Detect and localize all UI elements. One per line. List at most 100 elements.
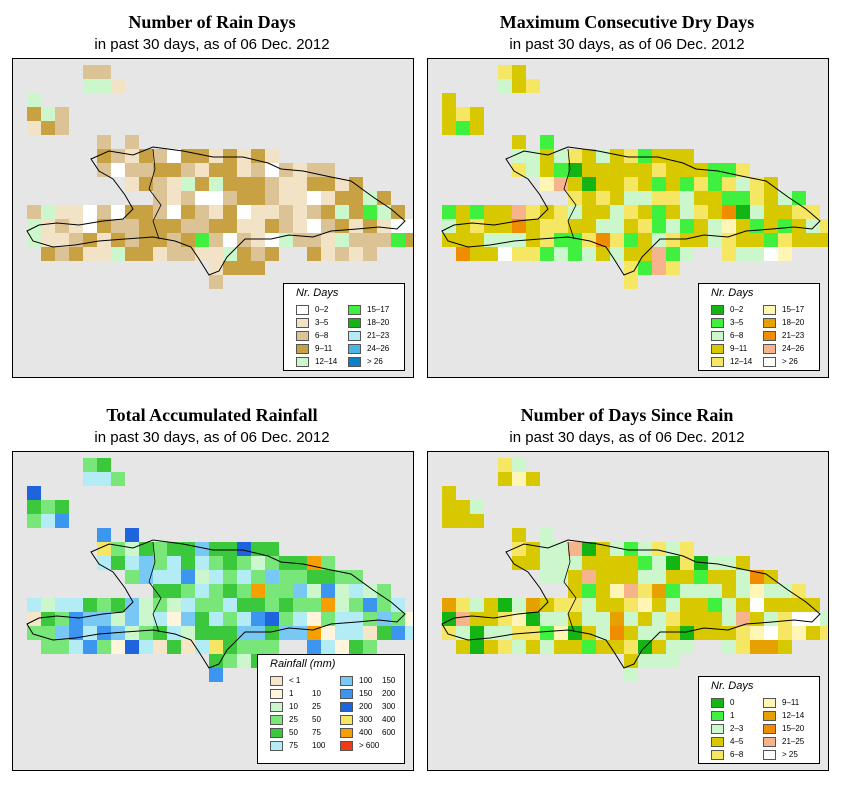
grid-cell bbox=[265, 247, 279, 261]
grid-cell bbox=[498, 458, 512, 472]
grid-cell bbox=[680, 640, 694, 654]
grid-cell bbox=[209, 275, 223, 289]
grid-cell bbox=[195, 247, 209, 261]
grid-cell bbox=[167, 556, 181, 570]
grid-cell bbox=[167, 177, 181, 191]
legend-label: 2–3 bbox=[730, 724, 744, 733]
legend-swatch bbox=[296, 331, 309, 341]
grid-cell bbox=[470, 219, 484, 233]
grid-cell bbox=[526, 472, 540, 486]
grid-cell bbox=[680, 542, 694, 556]
legend-swatch bbox=[348, 357, 361, 367]
grid-cell bbox=[405, 626, 413, 640]
grid-cell bbox=[97, 528, 111, 542]
grid-cell bbox=[55, 612, 69, 626]
grid-cell bbox=[363, 626, 377, 640]
grid-cell bbox=[279, 219, 293, 233]
grid-cell bbox=[554, 247, 568, 261]
grid-cell bbox=[125, 149, 139, 163]
border-line bbox=[563, 541, 577, 633]
grid-cell bbox=[512, 528, 526, 542]
grid-cell bbox=[512, 219, 526, 233]
grid-cell bbox=[69, 233, 83, 247]
grid-cell bbox=[568, 640, 582, 654]
coastline bbox=[441, 539, 821, 669]
grid-cell bbox=[209, 163, 223, 177]
grid-cell bbox=[363, 612, 377, 626]
grid-cell bbox=[526, 219, 540, 233]
grid-cell bbox=[610, 233, 624, 247]
grid-cell bbox=[125, 163, 139, 177]
grid-cell bbox=[349, 205, 363, 219]
grid-cell bbox=[512, 612, 526, 626]
grid-cell bbox=[610, 570, 624, 584]
grid-cell bbox=[540, 542, 554, 556]
grid-cell bbox=[750, 598, 764, 612]
grid-cell bbox=[167, 612, 181, 626]
grid-cell bbox=[167, 542, 181, 556]
grid-cell bbox=[125, 598, 139, 612]
grid-cell bbox=[540, 626, 554, 640]
grid-cell bbox=[153, 247, 167, 261]
grid-cell bbox=[792, 205, 806, 219]
grid-cell bbox=[237, 247, 251, 261]
grid-cell bbox=[321, 233, 335, 247]
legend-swatch bbox=[711, 724, 724, 734]
grid-cell bbox=[195, 205, 209, 219]
grid-cell bbox=[237, 640, 251, 654]
grid-cell bbox=[153, 542, 167, 556]
grid-cell bbox=[554, 205, 568, 219]
grid-cell bbox=[181, 640, 195, 654]
grid-cell bbox=[442, 107, 456, 121]
grid-cell bbox=[624, 556, 638, 570]
grid-cell bbox=[139, 556, 153, 570]
grid-cell bbox=[97, 233, 111, 247]
grid-cell bbox=[321, 584, 335, 598]
panel-max-dry-days: Maximum Consecutive Dry Days in past 30 … bbox=[427, 12, 829, 392]
grid-cell bbox=[195, 598, 209, 612]
grid-cell bbox=[540, 163, 554, 177]
grid-cell bbox=[335, 205, 349, 219]
legend-swatch bbox=[711, 344, 724, 354]
grid-cell bbox=[554, 542, 568, 556]
grid-cell bbox=[582, 247, 596, 261]
grid-cell bbox=[27, 486, 41, 500]
grid-cell bbox=[139, 219, 153, 233]
grid-cell bbox=[582, 542, 596, 556]
grid-cell bbox=[820, 626, 828, 640]
grid-cell bbox=[792, 233, 806, 247]
legend-label: 0 bbox=[730, 698, 735, 707]
grid-cell bbox=[181, 191, 195, 205]
grid-cell bbox=[498, 626, 512, 640]
legend-label: 25 bbox=[289, 715, 298, 724]
grid-cell bbox=[307, 584, 321, 598]
grid-cell bbox=[125, 219, 139, 233]
legend-swatch bbox=[348, 344, 361, 354]
grid-cell bbox=[41, 500, 55, 514]
map-canvas bbox=[26, 65, 413, 289]
grid-cell bbox=[442, 219, 456, 233]
legend-label: 75 bbox=[289, 741, 298, 750]
grid-cell bbox=[638, 205, 652, 219]
grid-cell bbox=[209, 570, 223, 584]
legend: Nr. Days 0 1 2–3 4–5 6–8 9–11 12–14 15–20 21–25 >… bbox=[698, 676, 820, 764]
grid-cell bbox=[666, 219, 680, 233]
grid-cell bbox=[470, 247, 484, 261]
grid-cell bbox=[442, 514, 456, 528]
legend-label: 12–14 bbox=[315, 357, 338, 366]
grid-cell bbox=[792, 598, 806, 612]
grid-cell bbox=[526, 79, 540, 93]
grid-cell bbox=[69, 626, 83, 640]
legend-label: 3–5 bbox=[730, 318, 744, 327]
grid-cell bbox=[181, 205, 195, 219]
grid-cell bbox=[377, 219, 391, 233]
grid-cell bbox=[55, 107, 69, 121]
grid-cell bbox=[610, 612, 624, 626]
grid-cell bbox=[582, 191, 596, 205]
grid-cell bbox=[526, 149, 540, 163]
legend: Nr. Days 0–2 3–5 6–8 9–11 12–14 15–17 18–20 21–… bbox=[283, 283, 405, 371]
grid-cell bbox=[484, 205, 498, 219]
grid-cell bbox=[265, 149, 279, 163]
grid-cell bbox=[265, 177, 279, 191]
legend-label: 24–26 bbox=[782, 344, 805, 353]
